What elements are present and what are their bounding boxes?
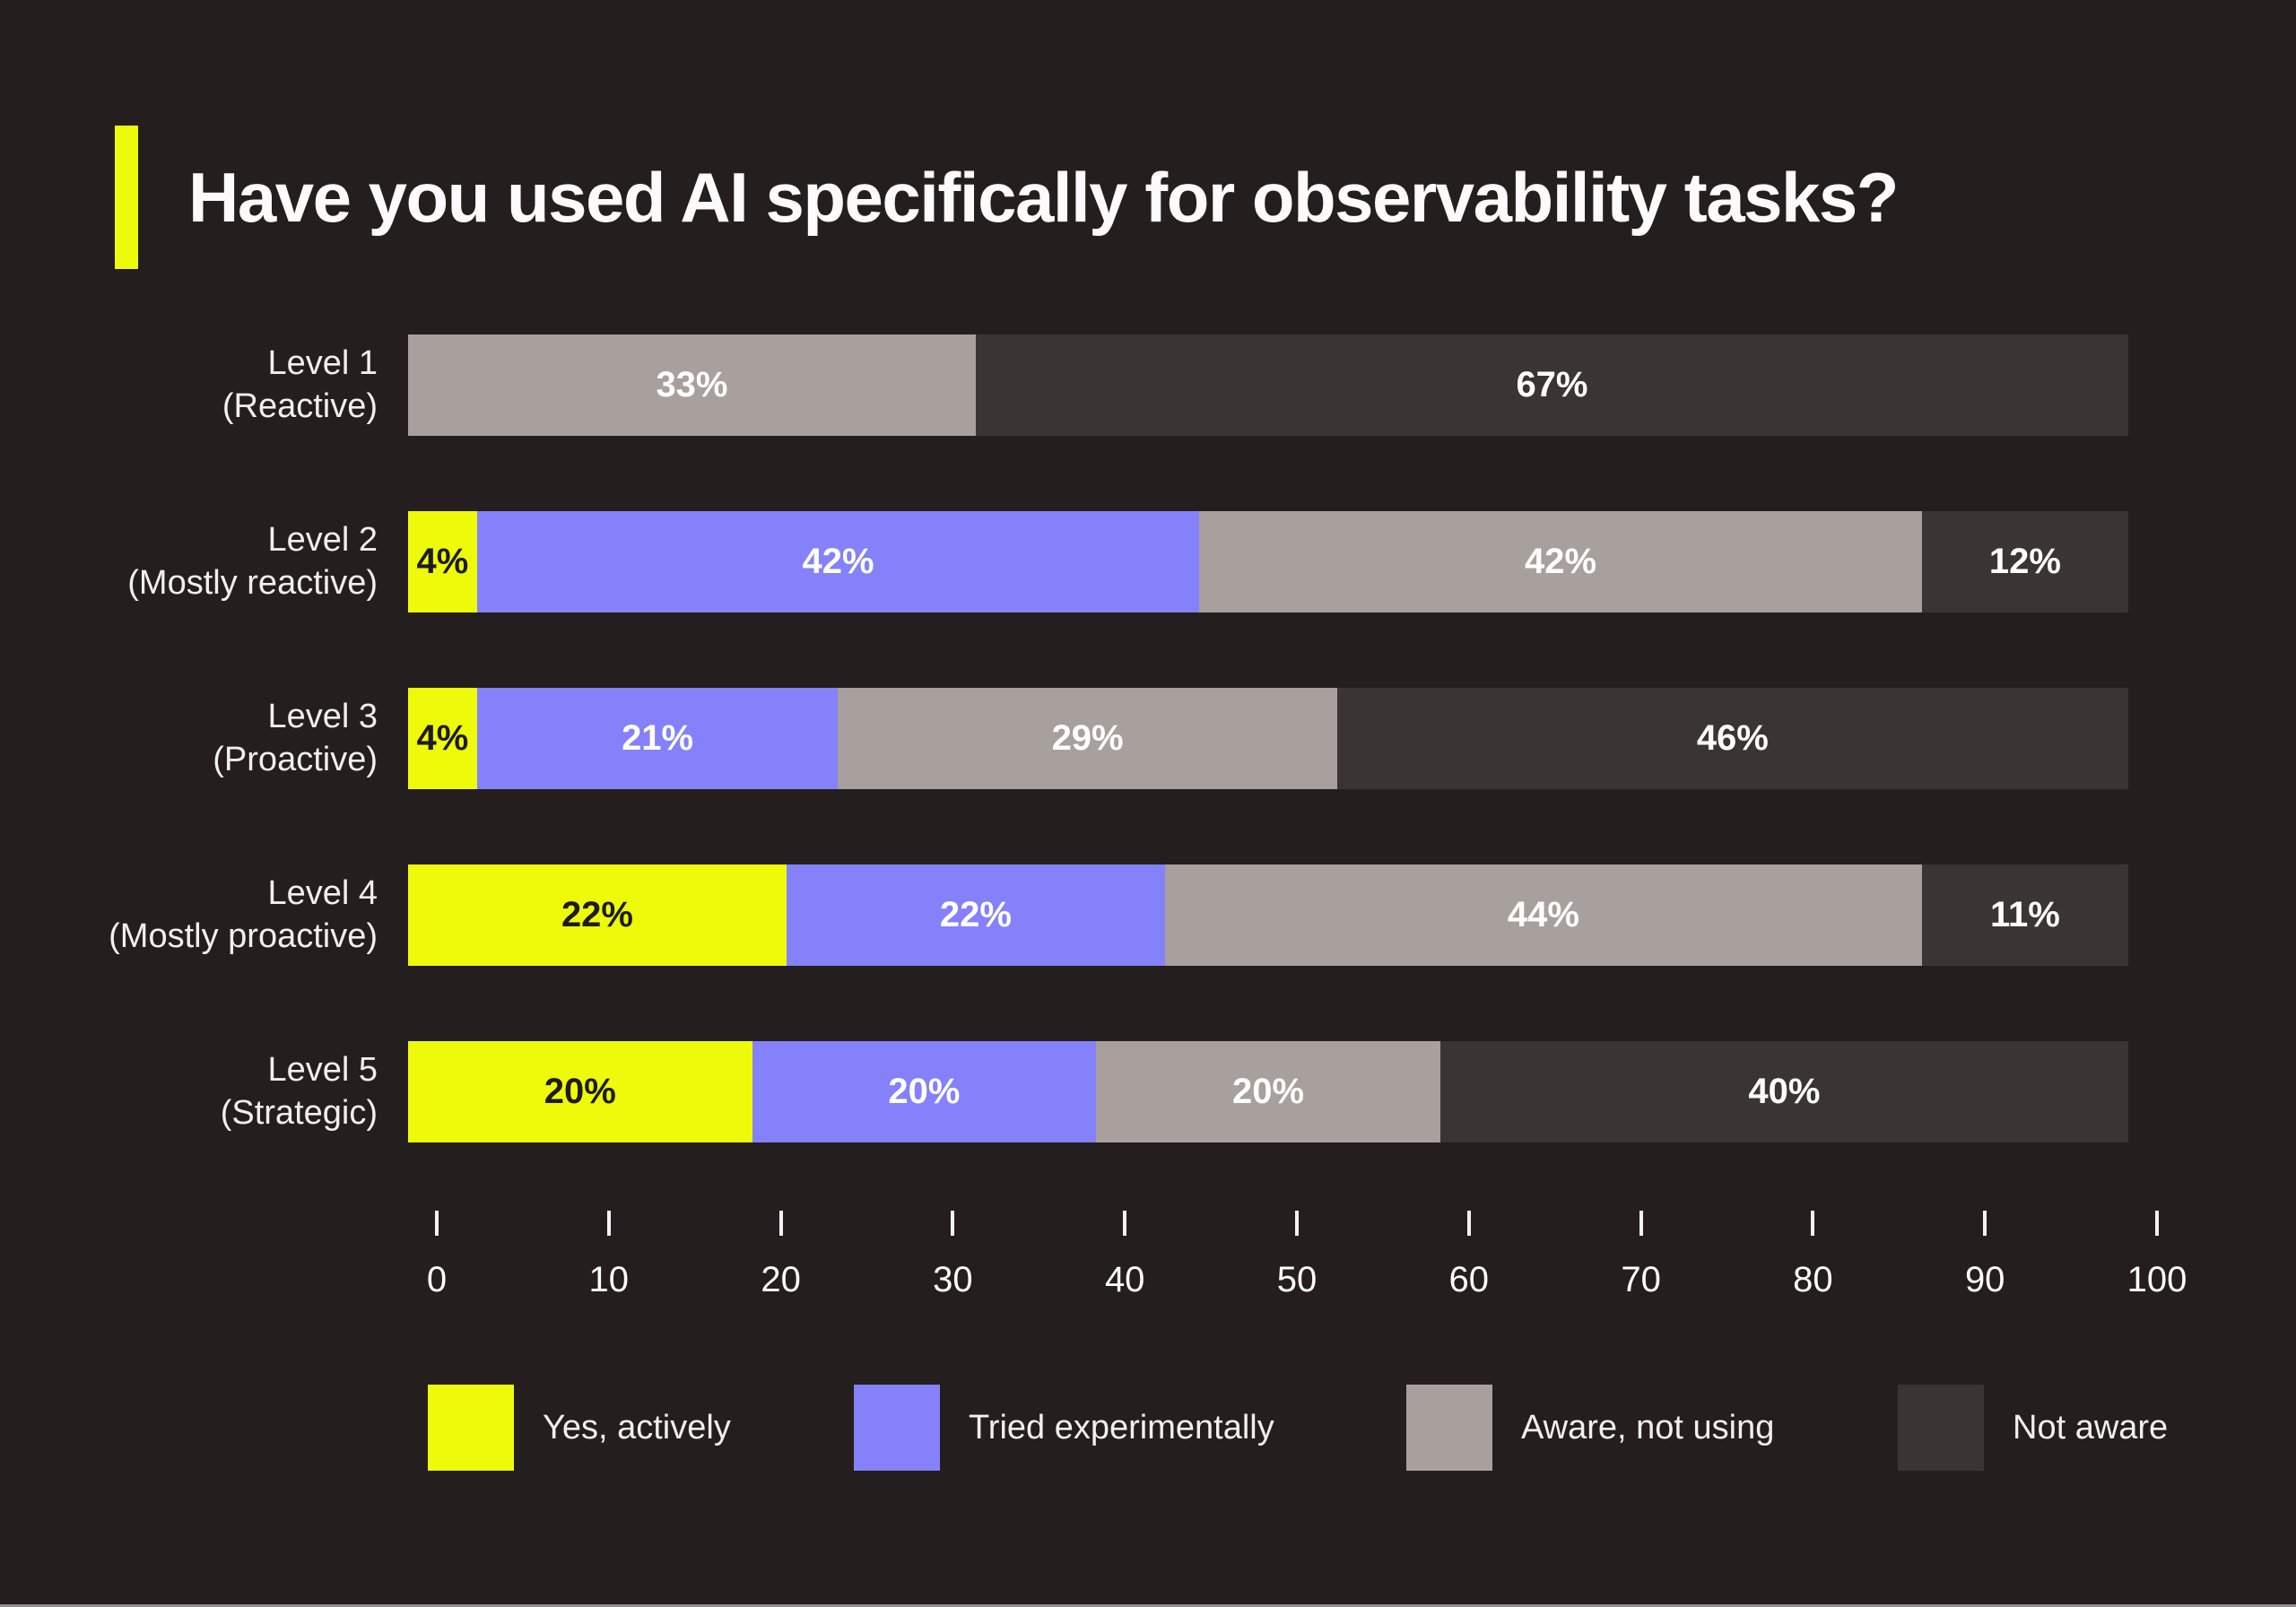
bar-stack: 22% 22% 44% 11% xyxy=(408,864,2128,966)
axis-tick xyxy=(1983,1211,1987,1236)
bar-segment-yes-actively: 4% xyxy=(408,688,477,789)
axis-tick-label: 90 xyxy=(1964,1260,2005,1299)
axis-tick xyxy=(1811,1211,1815,1236)
bar-segment-yes-actively: 22% xyxy=(408,864,787,966)
axis-tick xyxy=(435,1211,439,1236)
axis-tick-label: 20 xyxy=(761,1260,801,1299)
axis-tick-label: 10 xyxy=(588,1260,630,1299)
axis-tick-label: 30 xyxy=(933,1260,973,1299)
bottom-edge-line xyxy=(0,1604,2296,1607)
row-label: Level 4 (Mostly proactive) xyxy=(109,873,378,955)
axis-tick-label: 0 xyxy=(426,1260,448,1299)
bar-segment-aware-not-using: 20% xyxy=(1096,1041,1440,1142)
axis-tick xyxy=(606,1211,611,1236)
axis-tick-label: 100 xyxy=(2126,1260,2187,1299)
bar-segment-not-aware: 40% xyxy=(1439,1041,2128,1142)
axis-tick xyxy=(778,1211,783,1236)
title-block: Have you used AI specifically for observ… xyxy=(115,126,1899,269)
legend-item: Not aware xyxy=(1898,1385,2168,1471)
row-label: Level 1 (Reactive) xyxy=(222,343,378,425)
bar-row: Level 1 (Reactive) 33% 67% xyxy=(0,334,2296,436)
bar-segment-tried-experimentally: 20% xyxy=(752,1041,1097,1142)
legend-label: Aware, not using xyxy=(1521,1408,1775,1446)
bar-row: Level 3 (Proactive) 4% 21% 29% 46% xyxy=(0,688,2296,789)
title-accent-bar xyxy=(115,126,138,269)
axis-tick-label: 50 xyxy=(1276,1260,1318,1299)
axis-tick xyxy=(1295,1211,1299,1236)
axis-tick xyxy=(1466,1211,1471,1236)
legend-label: Yes, actively xyxy=(543,1408,731,1446)
legend-label: Not aware xyxy=(2013,1408,2169,1446)
bar-segment-tried-experimentally: 42% xyxy=(476,511,1200,612)
bar-segment-yes-actively: 4% xyxy=(408,511,477,612)
bar-row: Level 2 (Mostly reactive) 4% 42% 42% 12% xyxy=(0,511,2296,612)
row-label: Level 2 (Mostly reactive) xyxy=(127,520,378,602)
axis-tick xyxy=(2155,1211,2159,1236)
bar-stack: 20% 20% 20% 40% xyxy=(408,1041,2128,1142)
bar-segment-not-aware: 12% xyxy=(1921,511,2128,612)
row-label: Level 3 (Proactive) xyxy=(213,697,378,778)
bar-segment-not-aware: 11% xyxy=(1921,864,2128,966)
axis-tick xyxy=(1639,1211,1643,1236)
chart-title: Have you used AI specifically for observ… xyxy=(188,157,1899,237)
bar-segment-not-aware: 67% xyxy=(975,334,2128,436)
bar-segment-yes-actively: 20% xyxy=(408,1041,752,1142)
bar-row: Level 4 (Mostly proactive) 22% 22% 44% 11% xyxy=(0,864,2296,966)
legend-item: Aware, not using xyxy=(1406,1385,1774,1471)
axis-tick-label: 60 xyxy=(1448,1260,1490,1299)
bar-segment-aware-not-using: 42% xyxy=(1199,511,1922,612)
axis-tick-label: 40 xyxy=(1104,1260,1145,1299)
bar-rows: Level 1 (Reactive) 33% 67% Level 2 (Mostly re… xyxy=(0,334,2296,1218)
bar-segment-not-aware: 46% xyxy=(1336,688,2128,789)
legend-item: Tried experimentally xyxy=(854,1385,1274,1471)
axis-tick xyxy=(1123,1211,1127,1236)
legend-swatch xyxy=(1898,1385,1984,1471)
legend-label: Tried experimentally xyxy=(969,1408,1274,1446)
bar-segment-tried-experimentally: 21% xyxy=(476,688,839,789)
bar-stack: 33% 67% xyxy=(408,334,2128,436)
axis-tick xyxy=(951,1211,955,1236)
axis-tick-label: 80 xyxy=(1793,1260,1833,1299)
bar-segment-tried-experimentally: 22% xyxy=(786,864,1165,966)
legend-swatch xyxy=(1406,1385,1492,1471)
legend-swatch xyxy=(854,1385,940,1471)
row-label: Level 5 (Strategic) xyxy=(220,1050,378,1132)
axis-tick-label: 70 xyxy=(1621,1260,1661,1299)
bar-stack: 4% 42% 42% 12% xyxy=(408,511,2128,612)
bar-segment-aware-not-using: 33% xyxy=(408,334,976,436)
bar-segment-aware-not-using: 29% xyxy=(838,688,1337,789)
legend-swatch xyxy=(428,1385,514,1471)
legend-item: Yes, actively xyxy=(428,1385,731,1471)
bar-row: Level 5 (Strategic) 20% 20% 20% 40% xyxy=(0,1041,2296,1142)
bar-segment-aware-not-using: 44% xyxy=(1164,864,1922,966)
bar-stack: 4% 21% 29% 46% xyxy=(408,688,2128,789)
